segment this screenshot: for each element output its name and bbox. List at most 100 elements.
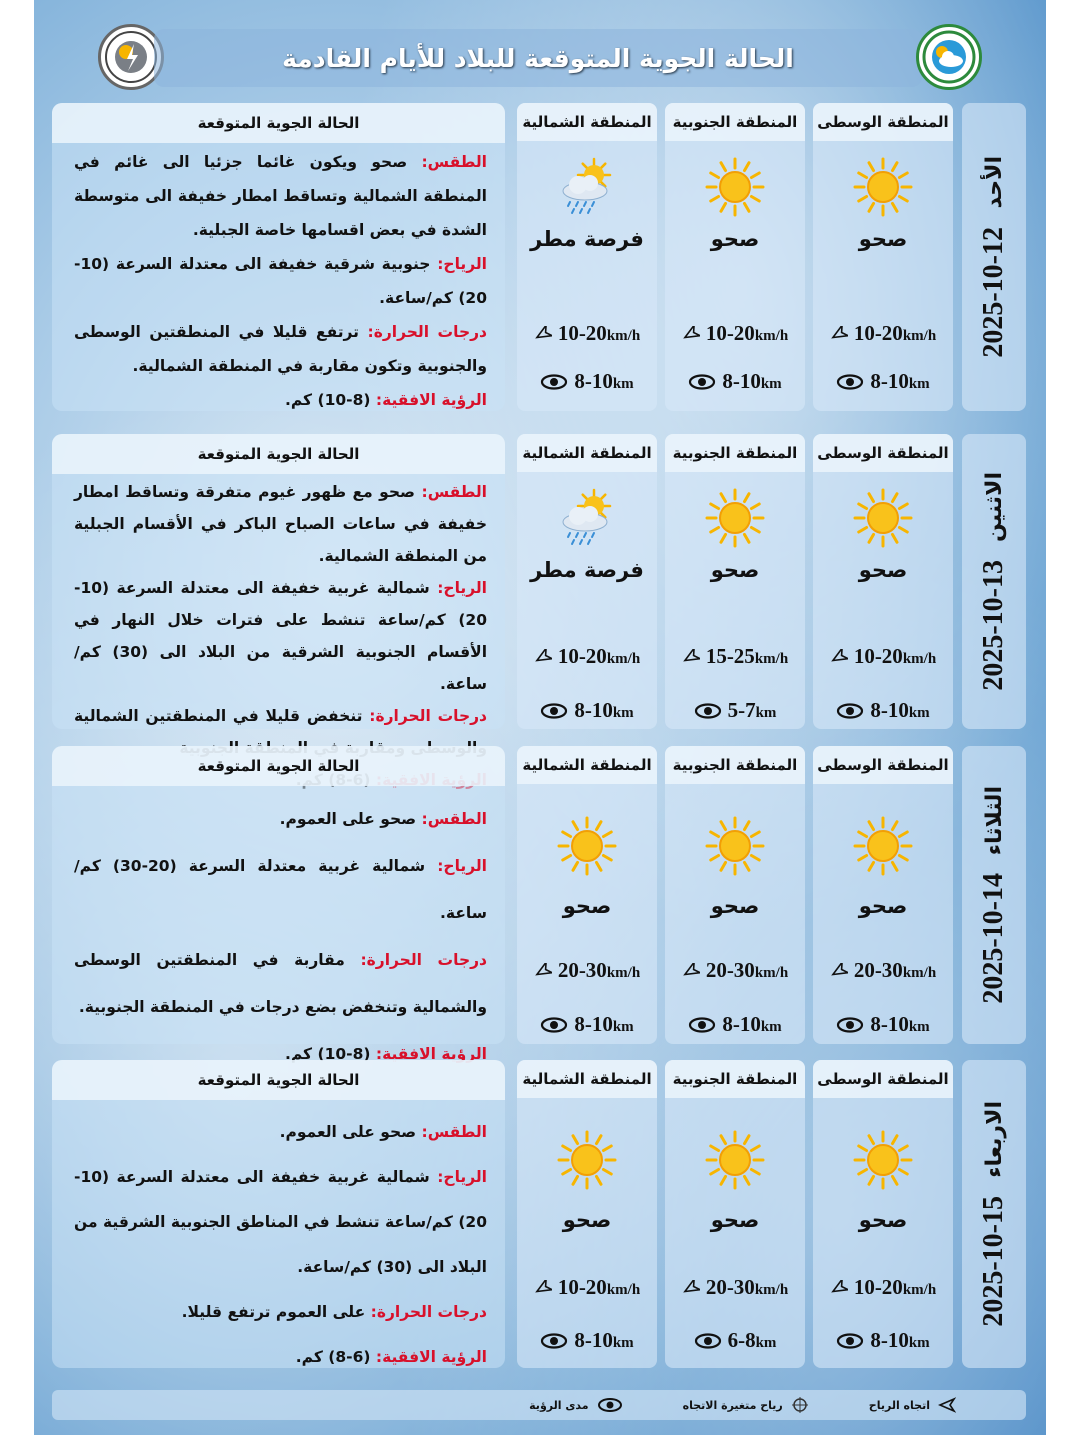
- region-title: المنطقة الوسطى: [813, 746, 953, 784]
- weather-label: الطقس:: [421, 810, 488, 828]
- visibility: 5-7km: [665, 698, 805, 723]
- visibility-unit: km: [908, 376, 930, 392]
- meteorological-organization-logo: [916, 24, 982, 90]
- weather-condition: فرصة مطر: [530, 227, 644, 251]
- visibility-value: 8-10: [574, 1328, 613, 1352]
- date-column: الاثنين 2025-10-13: [962, 434, 1026, 729]
- eye-icon: [541, 1016, 568, 1033]
- visibility-unit: km: [755, 1335, 777, 1351]
- wind-speed: 20-30km/h: [665, 958, 805, 983]
- eye-icon: [689, 1016, 716, 1033]
- weather-condition: صحو: [710, 894, 760, 918]
- wind-text: شمالية غربية معتدلة السرعة (20-30) كم/سا…: [74, 857, 487, 922]
- eye-icon: [689, 373, 716, 390]
- wind-speed: 10-20km/h: [517, 321, 657, 346]
- legend-wind-direction: اتجاه الرياح: [869, 1397, 956, 1413]
- forecast-text-panel: الحالة الجوية المتوقعة الطقس: صحو مع ظهو…: [52, 434, 505, 789]
- wind-value: 10-20: [557, 1275, 607, 1299]
- wind-label: الرياح:: [437, 1168, 487, 1186]
- wind-value: 10-20: [853, 1275, 903, 1299]
- visibility-value: 8-10: [722, 1012, 761, 1036]
- temp-label: درجات الحرارة:: [367, 323, 487, 341]
- vis-label: الرؤية الافقية:: [375, 391, 487, 409]
- wind-direction-icon: [534, 648, 552, 662]
- visibility-unit: km: [612, 376, 634, 392]
- visibility-unit: km: [908, 1335, 930, 1351]
- visibility-value: 8-10: [574, 369, 613, 393]
- forecasting-dept-logo: [98, 24, 164, 90]
- visibility: 8-10km: [665, 369, 805, 394]
- visibility-unit: km: [612, 705, 634, 721]
- eye-icon: [597, 1398, 622, 1412]
- eye-icon: [694, 702, 721, 719]
- wind-speed: 10-20km/h: [813, 321, 953, 346]
- wind-direction-icon: [534, 962, 552, 976]
- wind-unit: km/h: [606, 328, 641, 344]
- region-card-south: المنطقة الجنوبية صحو 20-30km/h 6-8km: [665, 1060, 805, 1368]
- wind-direction-icon: [830, 1279, 848, 1293]
- forecast-weather: الطقس: صحو ويكون غائما جزئيا الى غائم في…: [74, 145, 487, 247]
- visibility: 6-8km: [665, 1328, 805, 1353]
- visibility-value: 8-10: [870, 369, 909, 393]
- visibility: 8-10km: [813, 1012, 953, 1037]
- wind-value: 10-20: [557, 644, 607, 668]
- visibility-unit: km: [760, 376, 782, 392]
- forecast-temp: درجات الحرارة: مقاربة في المنطقتين الوسط…: [74, 937, 487, 1031]
- forecast-weather: الطقس: صحو مع ظهور غيوم متفرقة وتساقط ام…: [74, 476, 487, 572]
- panel-title: الحالة الجوية المتوقعة: [52, 103, 505, 143]
- forecast-text-panel: الحالة الجوية المتوقعة الطقس: صحو على ال…: [52, 746, 505, 1063]
- region-title: المنطقة الشمالية: [517, 746, 657, 784]
- wind-direction-icon: [682, 648, 700, 662]
- visibility: 8-10km: [517, 1012, 657, 1037]
- eye-icon: [837, 1016, 864, 1033]
- forecast-temp: درجات الحرارة: ترتفع قليلا في المنطقتين …: [74, 315, 487, 383]
- wind-text: شمالية غربية خفيفة الى معتدلة السرعة (10…: [74, 1168, 487, 1276]
- region-card-center: المنطقة الوسطى صحو 20-30km/h 8-10km: [813, 746, 953, 1044]
- weather-condition: فرصة مطر: [530, 558, 644, 582]
- wind-unit: km/h: [902, 1282, 937, 1298]
- forecast-vis: الرؤية الافقية: (6-8) كم.: [74, 1335, 487, 1380]
- day-name: الثلاثاء: [981, 786, 1007, 856]
- eye-icon: [694, 1332, 721, 1349]
- temp-label: درجات الحرارة:: [369, 707, 488, 725]
- sun-icon: [813, 486, 953, 550]
- weather-text: صحو على العموم.: [279, 810, 417, 828]
- wind-direction-icon: [534, 1279, 552, 1293]
- wind-label: الرياح:: [437, 579, 487, 597]
- visibility-value: 8-10: [870, 1328, 909, 1352]
- temp-text: على العموم ترتفع قليلا.: [181, 1303, 366, 1321]
- forecast-text-panel: الحالة الجوية المتوقعة الطقس: صحو ويكون …: [52, 103, 505, 411]
- visibility-value: 8-10: [722, 369, 761, 393]
- wind-speed: 20-30km/h: [665, 1275, 805, 1300]
- weather-condition: صحو: [710, 558, 760, 582]
- region-card-north: المنطقة الشمالية فرصة مطر 10-20km/h 8-10…: [517, 434, 657, 729]
- wind-speed: 10-20km/h: [813, 1275, 953, 1300]
- visibility: 8-10km: [517, 698, 657, 723]
- wind-speed: 15-25km/h: [665, 644, 805, 669]
- region-title: المنطقة الجنوبية: [665, 103, 805, 141]
- forecast-day-row: الحالة الجوية المتوقعة الطقس: صحو ويكون …: [52, 103, 1026, 411]
- legend-visibility-label: مدى الرؤية: [529, 1398, 589, 1412]
- visibility-unit: km: [908, 705, 930, 721]
- date-column: الثلاثاء 2025-10-14: [962, 746, 1026, 1044]
- wind-direction-icon: [938, 1397, 956, 1413]
- wind-speed: 10-20km/h: [517, 1275, 657, 1300]
- temp-label: درجات الحرارة:: [360, 951, 487, 969]
- vis-text: (6-8) كم.: [295, 1348, 371, 1366]
- visibility-value: 8-10: [574, 698, 613, 722]
- wind-value: 15-25: [705, 644, 755, 668]
- eye-icon: [541, 702, 568, 719]
- wind-text: شمالية غربية خفيفة الى معتدلة السرعة (10…: [74, 579, 488, 693]
- forecast-weather: الطقس: صحو على العموم.: [74, 1110, 487, 1155]
- weather-condition: صحو: [710, 227, 760, 251]
- wind-value: 20-30: [705, 958, 755, 982]
- wind-unit: km/h: [754, 1282, 789, 1298]
- date: 2025-10-12: [978, 226, 1009, 358]
- weather-label: الطقس:: [421, 483, 488, 501]
- forecast-poster: الحالة الجوية المتوقعة للبلاد للأيام الق…: [34, 0, 1046, 1435]
- sun-icon: [813, 814, 953, 878]
- wind-direction-icon: [534, 325, 552, 339]
- wind-unit: km/h: [902, 965, 937, 981]
- region-title: المنطقة الشمالية: [517, 434, 657, 472]
- visibility: 8-10km: [813, 1328, 953, 1353]
